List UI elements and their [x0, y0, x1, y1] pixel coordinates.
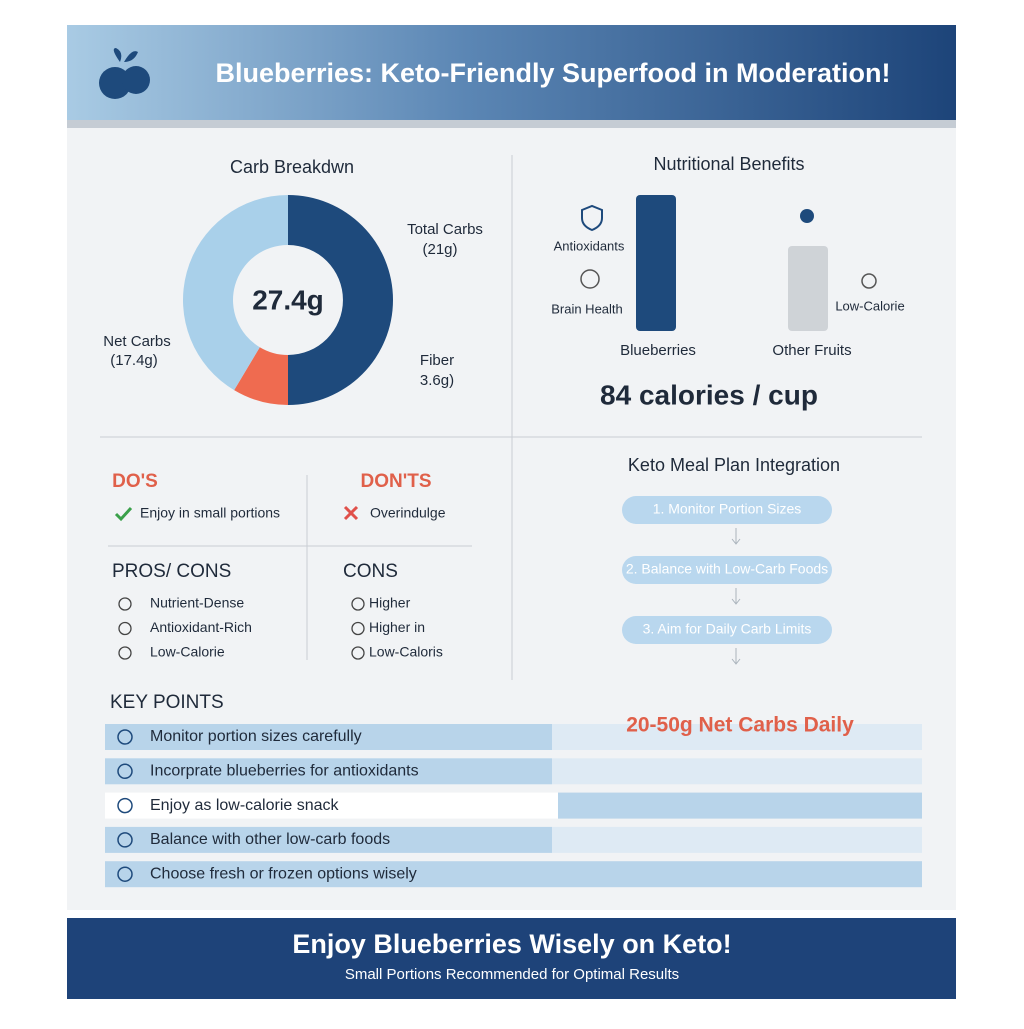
row-bg: [105, 758, 552, 785]
footer-subtitle: Small Portions Recommended for Optimal R…: [345, 966, 679, 983]
arrow: [731, 528, 741, 545]
key-point: Balance with other low-carb foods: [150, 831, 390, 848]
step-label: 3. Aim for Daily Carb Limits: [643, 621, 812, 637]
section-title: Nutritional Benefits: [653, 154, 804, 174]
item-icon: [117, 866, 133, 882]
dos-item: Enjoy in small portions: [140, 505, 280, 521]
donut-segment: [288, 195, 393, 405]
pros-title: PROS/ CONS: [112, 561, 231, 582]
row-bg: [105, 724, 552, 750]
bar: [788, 246, 828, 331]
segment-value: (21g): [422, 241, 457, 258]
brain-icon: [580, 269, 600, 289]
brain-icon: [861, 273, 877, 289]
item-icon: [118, 646, 132, 660]
bar-label: Blueberries: [620, 342, 696, 359]
row-bg: [552, 758, 922, 785]
segment-name: Net Carbs: [103, 333, 171, 350]
item-icon: [351, 646, 365, 660]
key-point: Incorprate blueberries for antioxidants: [150, 763, 419, 780]
shield-icon: [581, 204, 603, 232]
benefit-note: Antioxidants: [554, 238, 625, 253]
bar-label: Other Fruits: [772, 342, 851, 359]
header-bar: [67, 25, 956, 120]
list-item: Higher: [369, 595, 411, 611]
footer-bar: [67, 918, 956, 999]
berry-icon: [800, 209, 814, 223]
cons-title: CONS: [343, 561, 398, 582]
list-item: Nutrient-Dense: [150, 595, 244, 611]
list-item: Antioxidant-Rich: [150, 619, 252, 635]
segment-name: Total Carbs: [407, 221, 483, 238]
key-point: Monitor portion sizes carefully: [150, 728, 362, 745]
donut-hole: [236, 248, 340, 352]
item-icon: [117, 763, 133, 780]
segment-value: (17.4g): [110, 352, 158, 369]
blueberry-icon: [99, 48, 150, 99]
bar: [636, 195, 676, 331]
calories: 84 calories / cup: [600, 379, 818, 410]
item-icon: [351, 597, 365, 611]
section-title: Carb Breakdwn: [230, 157, 354, 177]
section-title: KEY POINTS: [110, 692, 224, 713]
donts-title: DON'TS: [360, 471, 431, 492]
header-title: Blueberries: Keto-Friendly Superfood in …: [215, 58, 890, 88]
donut-segment: [234, 347, 288, 405]
step-pill: [622, 616, 832, 644]
highlight: 20-50g Net Carbs Daily: [626, 714, 854, 737]
donut-chart: [182, 195, 393, 405]
key-point: Enjoy as low-calorie snack: [150, 797, 340, 814]
step-pill: [622, 496, 832, 524]
key-point: Choose fresh or frozen options wisely: [150, 865, 417, 882]
arrow: [731, 648, 741, 665]
donts-item: Overindulge: [370, 505, 446, 521]
step-label: 2. Balance with Low-Carb Foods: [626, 561, 828, 577]
row-bg: [552, 861, 922, 888]
section-title: Keto Meal Plan Integration: [628, 455, 840, 475]
row-bg: [558, 792, 922, 819]
item-icon: [118, 597, 132, 611]
check-icon: [114, 506, 133, 522]
row-bg: [105, 861, 552, 888]
dos-title: DO'S: [112, 471, 158, 492]
benefit-note: Brain Health: [551, 301, 623, 316]
row-bg: [105, 792, 558, 819]
arrow: [731, 588, 741, 605]
row-bg: [552, 724, 922, 750]
item-icon: [117, 797, 133, 814]
header-strip: [67, 120, 956, 128]
segment-name: Fiber: [420, 352, 454, 369]
step-pill: [622, 556, 832, 584]
donut-center: 27.4g: [252, 284, 324, 315]
list-item: Low-Caloris: [369, 644, 443, 660]
row-bg: [105, 826, 552, 853]
step-label: 1. Monitor Portion Sizes: [653, 501, 802, 517]
list-item: Higher in: [369, 619, 425, 635]
item-icon: [117, 832, 133, 848]
benefit-note: Low-Calorie: [835, 298, 904, 313]
item-icon: [118, 621, 132, 636]
item-icon: [117, 729, 133, 745]
footer-title: Enjoy Blueberries Wisely on Keto!: [292, 929, 731, 959]
segment-value: 3.6g): [420, 372, 454, 389]
row-bg: [552, 826, 922, 853]
donut-segment: [182, 195, 288, 391]
cross-icon: [343, 505, 359, 521]
item-icon: [351, 621, 365, 636]
list-item: Low-Calorie: [150, 644, 225, 660]
